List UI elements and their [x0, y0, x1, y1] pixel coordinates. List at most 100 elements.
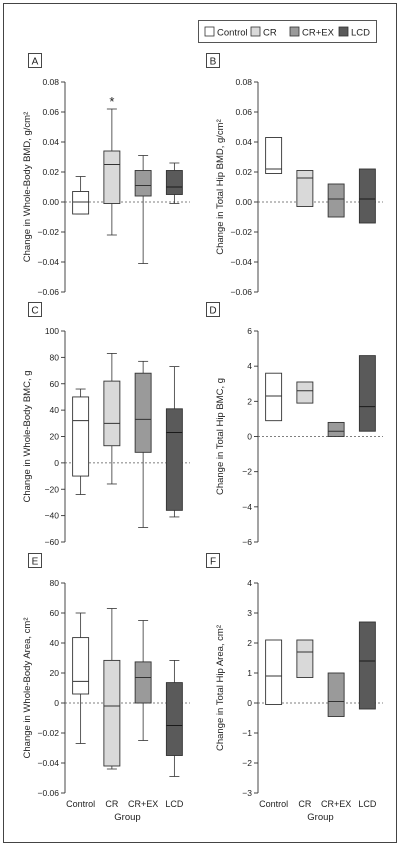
panel-letter: B	[210, 57, 217, 68]
box-iqr	[358, 621, 376, 710]
box-CR+EX	[327, 672, 345, 717]
y-tick-label: 0.02	[42, 167, 59, 177]
box-CR+EX	[327, 421, 345, 437]
y-axis-label: Change in Total Hip BMD, g/cm²	[215, 119, 226, 255]
y-tick-label: −3	[242, 788, 252, 798]
y-tick-label: 0.00	[235, 197, 252, 207]
y-tick-label: 0.08	[235, 77, 252, 87]
y-tick-label: −0.06	[37, 788, 59, 798]
x-tick-label: LCD	[165, 799, 184, 809]
y-tick-label: −0.02	[37, 728, 59, 738]
y-tick-label: 0.00	[42, 197, 59, 207]
y-axis-label: Change in Whole-Body BMC, g	[22, 370, 33, 502]
box-iqr	[296, 639, 314, 678]
box-CR	[296, 639, 314, 678]
y-tick-label: −20	[45, 484, 60, 494]
y-axis-label: Change in Whole-Body Area, cm²	[22, 618, 33, 759]
box-CR+EX	[134, 360, 152, 528]
box-iqr	[72, 396, 90, 477]
legend-frame	[198, 20, 377, 43]
box-Control	[265, 372, 283, 422]
box-iqr	[103, 659, 121, 767]
x-tick-label: Control	[66, 799, 95, 809]
y-tick-label: 0	[54, 698, 59, 708]
y-tick-label: 40	[50, 638, 60, 648]
y-tick-label: −0.04	[230, 257, 252, 267]
box-CR+EX	[134, 155, 152, 264]
y-tick-label: 20	[50, 668, 60, 678]
y-tick-label: −60	[45, 537, 60, 547]
panel-letter-box	[28, 53, 42, 68]
x-tick-label: CR	[105, 799, 118, 809]
box-iqr	[165, 408, 183, 511]
y-tick-label: −0.06	[37, 287, 59, 297]
y-tick-label: −1	[242, 728, 252, 738]
box-LCD	[358, 168, 376, 224]
box-iqr	[134, 170, 152, 197]
x-tick-label: CR	[298, 799, 311, 809]
y-tick-label: −0.04	[37, 257, 59, 267]
panel-letter-box	[28, 302, 42, 317]
box-iqr	[165, 682, 183, 756]
y-tick-label: 80	[50, 352, 60, 362]
y-tick-label: 4	[247, 578, 252, 588]
y-tick-label: 1	[247, 668, 252, 678]
y-tick-label: 60	[50, 379, 60, 389]
y-tick-label: 20	[50, 432, 60, 442]
box-CR	[296, 170, 314, 207]
panel-B: B 0.08 0.06 0.04 0.02 0.00 −0.02 −0.04 −0.06 Chan…	[206, 53, 383, 297]
box-Control	[72, 176, 90, 215]
box-iqr	[358, 168, 376, 224]
box-LCD	[165, 366, 183, 518]
y-axis-label: Change in Total Hip BMC, g	[215, 378, 226, 495]
box-Control	[72, 612, 90, 744]
y-tick-label: −0.02	[230, 227, 252, 237]
box-Control	[265, 639, 283, 705]
box-CR+EX	[134, 620, 152, 741]
y-tick-label: −0.04	[37, 758, 59, 768]
box-iqr	[72, 191, 90, 215]
y-tick-label: 0.04	[42, 137, 59, 147]
y-tick-label: 2	[247, 396, 252, 406]
box-iqr	[358, 355, 376, 432]
x-tick-label: CR+EX	[128, 799, 158, 809]
y-tick-label: 4	[247, 361, 252, 371]
panel-C: C 100 80 60 40 20 0 −20 −40 −60 Change in Whole-Bo…	[22, 302, 190, 547]
y-tick-label: 2	[247, 638, 252, 648]
box-iqr	[265, 137, 283, 174]
y-tick-label: 40	[50, 405, 60, 415]
y-axis-label: Change in Whole-Body BMD, g/cm²	[22, 112, 33, 262]
box-CR+EX	[327, 183, 345, 218]
panel-letter: E	[32, 557, 39, 568]
legend-swatch	[289, 26, 300, 37]
y-tick-label: −2	[242, 758, 252, 768]
y-tick-label: 0	[247, 698, 252, 708]
x-tick-label: CR+EX	[321, 799, 351, 809]
x-tick-label: LCD	[358, 799, 377, 809]
x-tick-label: Control	[259, 799, 288, 809]
y-tick-label: −6	[242, 537, 252, 547]
box-Control	[265, 137, 283, 174]
panel-letter-box	[206, 553, 220, 568]
box-Control	[72, 388, 90, 495]
legend-swatch	[250, 26, 261, 37]
x-axis-label: Group	[114, 812, 140, 823]
y-tick-label: 80	[50, 578, 60, 588]
box-iqr	[296, 170, 314, 207]
box-iqr	[327, 672, 345, 717]
box-iqr	[103, 150, 121, 204]
y-tick-label: −0.06	[230, 287, 252, 297]
y-tick-label: −40	[45, 511, 60, 521]
box-LCD	[165, 660, 183, 777]
panel-letter: F	[210, 557, 216, 568]
y-tick-label: −4	[242, 502, 252, 512]
box-iqr	[72, 637, 90, 695]
panel-letter: A	[32, 57, 39, 68]
y-tick-label: 6	[247, 326, 252, 336]
panel-letter: C	[31, 306, 38, 317]
significance-annotation: *	[109, 94, 114, 109]
legend-label: Control	[217, 28, 248, 39]
box-LCD	[358, 621, 376, 710]
y-tick-label: 0.06	[42, 107, 59, 117]
